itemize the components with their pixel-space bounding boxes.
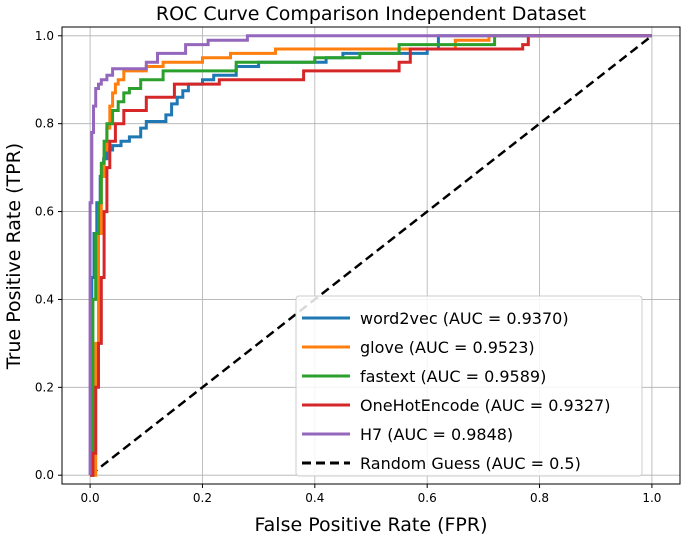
- legend-label-onehotencode: OneHotEncode (AUC = 0.9327): [360, 396, 610, 415]
- series-layer: [88, 34, 653, 477]
- axis-ticks: 0.0 0.2 0.4 0.6 0.8 1.0 0.0 0.2 0.4 0.6 0.8 1.0: [35, 29, 662, 505]
- chart-title: ROC Curve Comparison Independent Dataset: [156, 3, 586, 25]
- y-tick-label: 0.4: [35, 292, 54, 306]
- legend: word2vec (AUC = 0.9370) glove (AUC = 0.95…: [295, 295, 643, 477]
- x-tick-label: 0.6: [418, 491, 437, 505]
- y-tick-label: 0.8: [35, 117, 54, 131]
- legend-label-random-guess: Random Guess (AUC = 0.5): [360, 454, 581, 473]
- x-axis-label: False Positive Rate (FPR): [254, 514, 487, 536]
- y-axis-label: True Positive Rate (TPR): [3, 143, 25, 370]
- series-line-fastext: [90, 34, 652, 477]
- grid-lines: [62, 27, 680, 484]
- legend-label-word2vec: word2vec (AUC = 0.9370): [360, 309, 569, 328]
- y-tick-label: 0.2: [35, 380, 54, 394]
- plot-frame: [61, 26, 681, 485]
- x-tick-label: 1.0: [642, 491, 661, 505]
- legend-label-h7: H7 (AUC = 0.9848): [360, 425, 513, 444]
- series-line-random-guess: [89, 34, 653, 477]
- x-tick-label: 0.2: [193, 491, 212, 505]
- series-line-onehotencode: [90, 34, 652, 477]
- x-tick-label: 0.4: [305, 491, 324, 505]
- series-line-h7: [88, 34, 652, 476]
- legend-label-fastext: fastext (AUC = 0.9589): [360, 367, 546, 386]
- y-tick-label: 1.0: [35, 29, 54, 43]
- y-tick-label: 0.0: [35, 468, 54, 482]
- legend-box: [295, 295, 643, 477]
- legend-label-glove: glove (AUC = 0.9523): [360, 338, 535, 357]
- y-tick-label: 0.6: [35, 205, 54, 219]
- x-tick-label: 0.8: [530, 491, 549, 505]
- x-tick-label: 0.0: [81, 491, 100, 505]
